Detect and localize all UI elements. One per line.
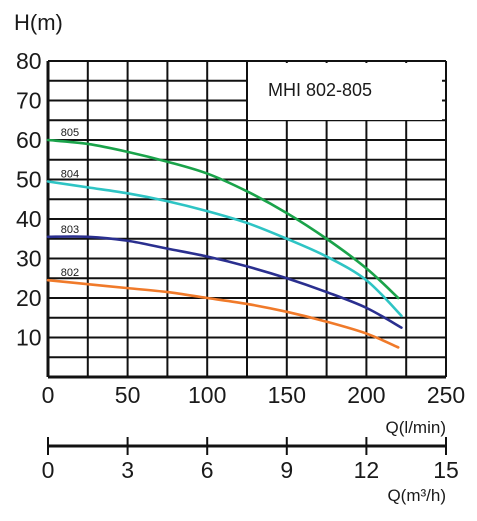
secondary-x-tick-label: 9: [280, 457, 293, 483]
y-tick-label: 70: [16, 88, 42, 114]
x-tick-labels: 0 50 100 150 200 250: [42, 382, 466, 408]
y-tick-label: 80: [16, 48, 42, 74]
series-label-802: 802: [61, 267, 79, 279]
series-line-805: [46, 138, 400, 300]
series-line-804: [46, 180, 403, 318]
y-tick-label: 40: [16, 206, 42, 232]
secondary-x-tick-label: 6: [201, 457, 214, 483]
series-label-805: 805: [61, 127, 79, 139]
series-label-804: 804: [61, 168, 79, 180]
y-axis-label: H(m): [14, 10, 63, 35]
y-tick-label: 20: [16, 285, 42, 311]
y-tick-label: 60: [16, 127, 42, 153]
chart-title: MHI 802-805: [268, 80, 372, 100]
secondary-x-tick-label: 3: [121, 457, 134, 483]
secondary-x-tick-labels: 0 3 6 9 12 15: [42, 437, 459, 483]
series-line-803: [46, 235, 403, 329]
y-tick-labels: 80 70 60 50 40 30 20 10: [16, 48, 42, 351]
x-tick-label: 0: [42, 382, 55, 408]
series-label-803: 803: [61, 224, 79, 236]
secondary-x-tick-label: 12: [354, 457, 380, 483]
secondary-x-tick-label: 0: [42, 457, 55, 483]
secondary-x-axis-label: Q(m³/h): [387, 486, 446, 505]
x-tick-label: 150: [268, 382, 306, 408]
x-tick-label: 50: [115, 382, 141, 408]
series-line-802: [46, 278, 400, 349]
model-label-box: [248, 63, 442, 120]
y-tick-label: 10: [16, 325, 42, 351]
secondary-x-tick-label: 15: [433, 457, 459, 483]
y-tick-label: 50: [16, 167, 42, 193]
x-tick-label: 200: [347, 382, 385, 408]
curve-labels: 805 804 803 802: [61, 127, 79, 279]
y-tick-label: 30: [16, 246, 42, 272]
x-axis-label: Q(l/min): [386, 418, 446, 437]
x-tick-label: 100: [188, 382, 226, 408]
x-tick-label: 250: [427, 382, 465, 408]
curves: [46, 138, 403, 349]
